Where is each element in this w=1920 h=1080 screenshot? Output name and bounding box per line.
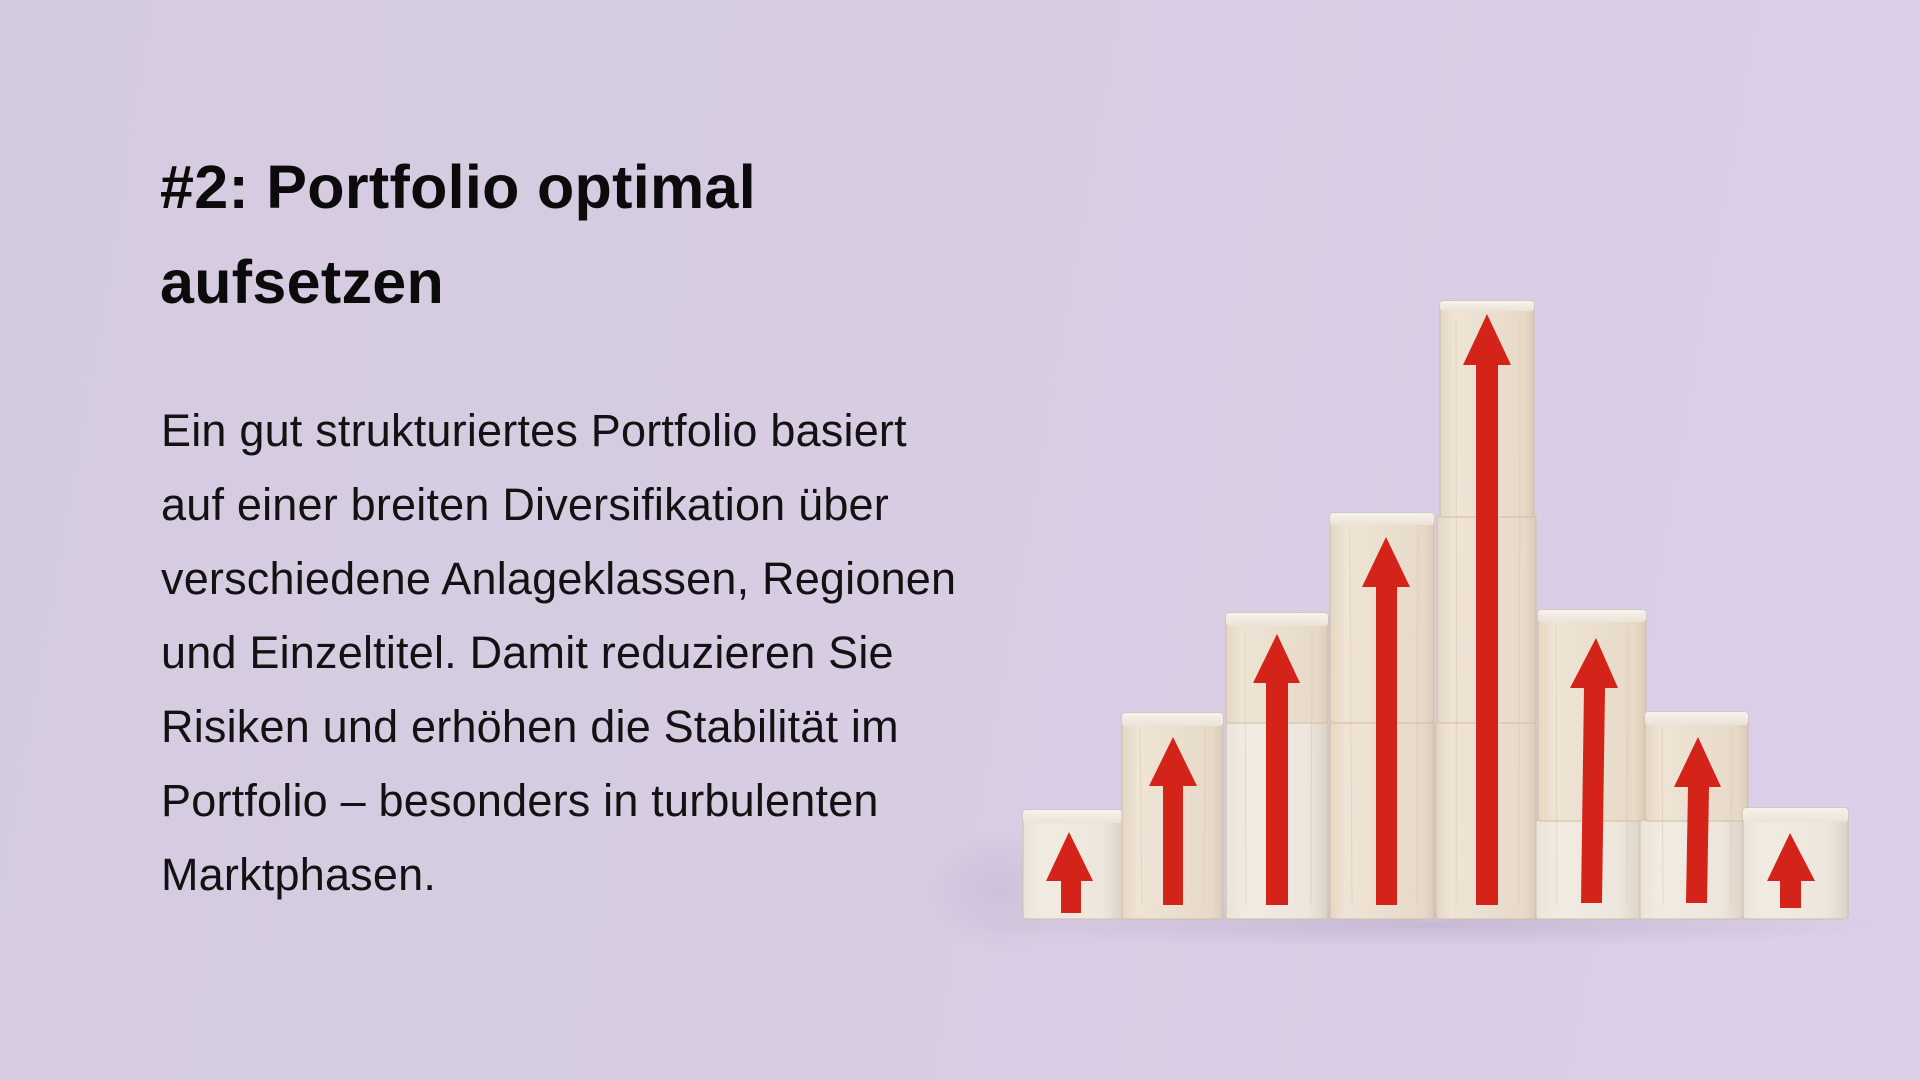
body-line-2: auf einer breiten Diversifikation über <box>161 479 889 530</box>
arrow-up-icon <box>1046 314 1815 913</box>
title-line-1: #2: Portfolio optimal <box>160 153 756 221</box>
body-paragraph: Ein gut strukturiertes Portfolio basiert… <box>161 394 1041 912</box>
block-column-6 <box>1535 609 1647 920</box>
body-line-3: verschiedene Anlageklassen, Regionen <box>161 553 957 604</box>
block-column-2 <box>1121 712 1224 920</box>
block-column-3 <box>1225 612 1329 920</box>
body-line-5: Risiken und erhöhen die Stabilität im <box>161 701 899 752</box>
body-line-4: und Einzeltitel. Damit reduzieren Sie <box>161 627 894 678</box>
title-line-2: aufsetzen <box>160 248 445 316</box>
block-column-8 <box>1742 807 1849 920</box>
body-line-1: Ein gut strukturiertes Portfolio basiert <box>161 405 907 456</box>
body-line-6: Portfolio – besonders in turbulenten <box>161 775 879 826</box>
body-line-7: Marktphasen. <box>161 849 437 900</box>
page-title: #2: Portfolio optimal aufsetzen <box>160 140 1020 330</box>
block-column-4 <box>1329 512 1435 920</box>
block-column-5 <box>1435 300 1537 920</box>
block-column-7 <box>1639 711 1749 920</box>
